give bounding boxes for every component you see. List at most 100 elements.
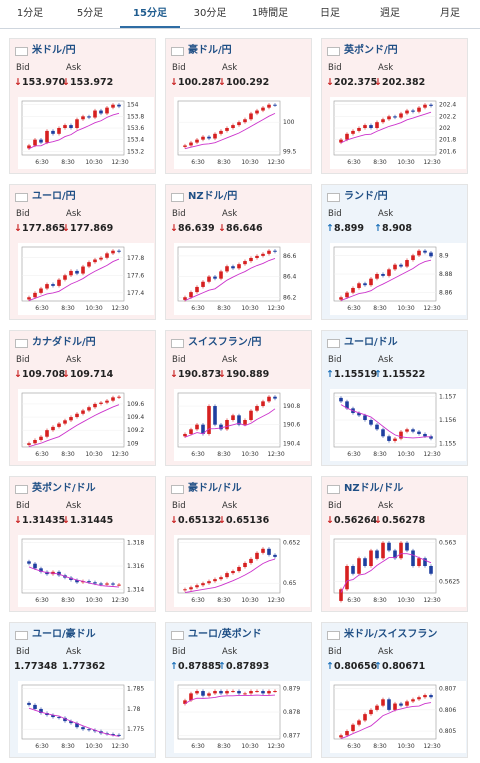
candlestick-chart[interactable]: 1.157 1.156 1.155 6:30 8:30 10:30 12:30 [330, 389, 466, 461]
pair-name[interactable]: 豪ドル/円 [188, 45, 232, 56]
candle-body [249, 691, 253, 694]
candlestick-chart[interactable]: 177.8 177.6 177.4 6:30 8:30 10:30 12:30 [18, 243, 154, 315]
rate-card[interactable]: 米ドル/スイスフラン Bid Ask ↑0.80656 ↑0.80671 0.807 0.8… [321, 622, 468, 758]
down-arrow-icon: ↓ [326, 515, 334, 526]
candlestick-chart[interactable]: 0.807 0.806 0.805 6:30 8:30 10:30 12:30 [330, 681, 466, 753]
tab-8[interactable]: 月足 [440, 8, 460, 19]
rate-card[interactable]: 英ポンド/円 Bid Ask ↓202.375 ↓202.382 202.4 202.2 20… [321, 38, 468, 174]
candle-body [207, 406, 211, 434]
pair-name[interactable]: NZドル/円 [188, 191, 238, 202]
candle-body [423, 104, 427, 108]
tab-5[interactable]: 1時間足 [251, 8, 289, 19]
pair-name[interactable]: ユーロ/英ポンド [188, 629, 262, 640]
pair-name[interactable]: 米ドル/スイスフラン [344, 629, 438, 640]
ask-number: 202.382 [381, 77, 426, 88]
pair-name[interactable]: 英ポンド/円 [344, 45, 398, 56]
tab-2[interactable]: 5分足 [76, 8, 104, 19]
candle-body [411, 110, 415, 112]
x-tick-label: 6:30 [35, 743, 49, 750]
x-tick-label: 10:30 [241, 305, 258, 312]
tab-6[interactable]: 日足 [320, 8, 340, 19]
y-tick-label: 1.775 [127, 726, 144, 733]
candlestick-chart[interactable]: 0.879 0.878 0.877 6:30 8:30 10:30 12:30 [174, 681, 310, 753]
candle-body [381, 119, 385, 123]
candle-body [363, 415, 367, 420]
pair-name[interactable]: 米ドル/円 [32, 45, 76, 56]
candle-body [411, 550, 415, 566]
ask-value: ↓202.382 [374, 77, 425, 88]
candlestick-chart[interactable]: 0.652 0.65 6:30 8:30 10:30 12:30 [174, 535, 310, 607]
rate-card[interactable]: ユーロ/円 Bid Ask ↓177.865 ↓177.869 177.8 177.6 177… [9, 184, 156, 320]
candlestick-chart[interactable]: 1.318 1.316 1.314 6:30 8:30 10:30 12:30 [18, 535, 154, 607]
pair-name[interactable]: ユーロ/豪ドル [32, 629, 96, 640]
candle-body [201, 691, 205, 696]
candle-body [27, 297, 31, 300]
tab-4[interactable]: 30分足 [193, 8, 227, 19]
y-tick-label: 1.78 [127, 706, 141, 713]
candle-body [195, 691, 199, 694]
candle-body [387, 116, 391, 120]
eu-gb-flag-icon [171, 631, 184, 640]
pair-name[interactable]: スイスフラン/円 [188, 337, 262, 348]
rate-card[interactable]: 英ポンド/ドル Bid Ask ↓1.31435 ↓1.31445 1.318 1.316 1… [9, 476, 156, 612]
candle-body [357, 558, 361, 574]
candle-body [363, 558, 367, 566]
candle-body [213, 406, 217, 425]
rate-card[interactable]: NZドル/円 Bid Ask ↓86.639 ↓86.646 86.6 86.4 86.2 6:… [165, 184, 312, 320]
up-arrow-icon: ↑ [170, 661, 178, 672]
pair-name[interactable]: ランド/円 [344, 191, 388, 202]
rate-card[interactable]: カナダドル/円 Bid Ask ↓109.708 ↓109.714 109.6 109.4 1… [9, 330, 156, 466]
pair-name[interactable]: 豪ドル/ドル [188, 483, 242, 494]
tab-1[interactable]: 1分足 [16, 8, 44, 19]
candlestick-chart[interactable]: 202.4 202.2 202 201.8 201.6 6:30 8:30 10:30 12:3… [330, 97, 466, 169]
candle-body [219, 691, 223, 694]
candlestick-chart[interactable]: 0.563 0.5625 6:30 8:30 10:30 12:30 [330, 535, 466, 607]
rate-card[interactable]: 豪ドル/ドル Bid Ask ↓0.65132 ↓0.65136 0.652 0.65 6:3… [165, 476, 312, 612]
candle-body [45, 130, 49, 143]
pair-name[interactable]: ユーロ/円 [32, 191, 76, 202]
candlestick-chart[interactable]: 1.785 1.78 1.775 6:30 8:30 10:30 12:30 [18, 681, 154, 753]
candle-body [99, 583, 103, 585]
candlestick-chart[interactable]: 190.8 190.6 190.4 6:30 8:30 10:30 12:30 [174, 389, 310, 461]
candle-body [273, 396, 277, 399]
pair-name[interactable]: ユーロ/ドル [344, 337, 398, 348]
candlestick-chart[interactable]: 154 153.8 153.6 153.4 153.2 6:30 8:30 10:30 12:3… [18, 97, 154, 169]
candle-body [267, 691, 271, 694]
candle-body [111, 583, 115, 585]
candle-body [105, 400, 109, 403]
y-tick-label: 202.2 [439, 113, 456, 120]
candle-body [201, 136, 205, 140]
rate-card[interactable]: ユーロ/ドル Bid Ask ↑1.15519 ↑1.15522 1.157 1.156 1.… [321, 330, 468, 466]
candlestick-chart[interactable]: 109.6 109.4 109.2 109 6:30 8:30 10:30 12:30 [18, 389, 154, 461]
pair-name[interactable]: カナダドル/円 [32, 337, 96, 348]
rate-card[interactable]: ランド/円 Bid Ask ↑8.899 ↑8.908 8.9 8.88 8.86 6:30 8:… [321, 184, 468, 320]
rate-card[interactable]: 米ドル/円 Bid Ask ↓153.970 ↓153.972 154 153.8 153.6… [9, 38, 156, 174]
ca-jp-flag-icon [15, 339, 28, 348]
bid-label: Bid [328, 355, 342, 365]
candle-body [381, 542, 385, 559]
chart-svg: 8.9 8.88 8.86 6:30 8:30 10:30 12:30 [333, 246, 453, 312]
candle-body [183, 145, 187, 147]
rate-card[interactable]: スイスフラン/円 Bid Ask ↓190.873 ↓190.889 190.8 190.6… [165, 330, 312, 466]
rate-card[interactable]: 豪ドル/円 Bid Ask ↓100.287 ↓100.292 100 99.5 6:30 8:… [165, 38, 312, 174]
candlestick-chart[interactable]: 8.9 8.88 8.86 6:30 8:30 10:30 12:30 [330, 243, 466, 315]
rate-card[interactable]: NZドル/ドル Bid Ask ↓0.56264 ↓0.56278 0.563 0.5625… [321, 476, 468, 612]
rate-card[interactable]: ユーロ/英ポンド Bid Ask ↑0.87885 ↑0.87893 0.879 0.878… [165, 622, 312, 758]
candlestick-chart[interactable]: 86.6 86.4 86.2 6:30 8:30 10:30 12:30 [174, 243, 310, 315]
tab-3[interactable]: 15分足 [120, 0, 180, 28]
ask-number: 177.869 [69, 223, 114, 234]
candlestick-chart[interactable]: 100 99.5 6:30 8:30 10:30 12:30 [174, 97, 310, 169]
up-arrow-icon: ↑ [218, 661, 226, 672]
x-tick-label: 10:30 [85, 451, 102, 458]
bid-number: 100.287 [177, 77, 222, 88]
tab-7[interactable]: 週足 [380, 8, 400, 19]
ask-value: ↓86.646 [218, 223, 263, 234]
candle-body [195, 424, 199, 430]
rate-card[interactable]: ユーロ/豪ドル Bid Ask 1.77348 1.77362 1.785 1.78 1.77… [9, 622, 156, 758]
candle-body [33, 704, 37, 709]
y-tick-label: 0.563 [439, 540, 456, 547]
y-tick-label: 0.879 [283, 686, 300, 693]
chart-svg: 86.6 86.4 86.2 6:30 8:30 10:30 12:30 [177, 246, 297, 312]
pair-name[interactable]: 英ポンド/ドル [32, 483, 96, 494]
pair-name[interactable]: NZドル/ドル [344, 483, 404, 494]
